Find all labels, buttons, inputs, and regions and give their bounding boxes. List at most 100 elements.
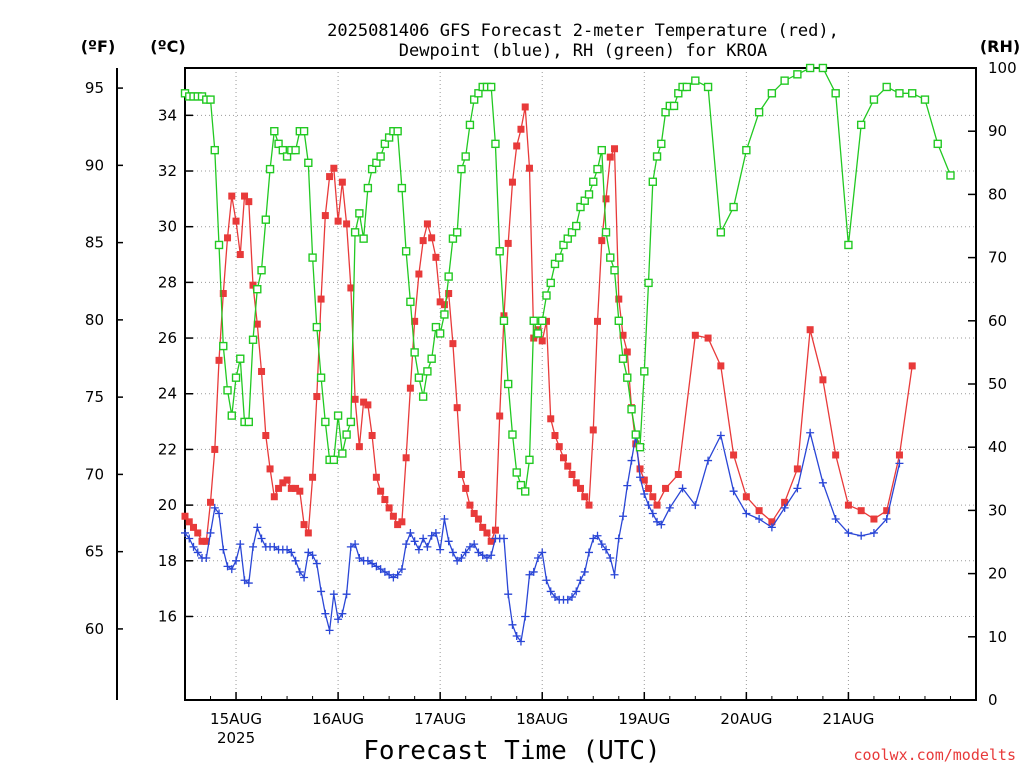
data-point <box>508 430 517 439</box>
data-point <box>440 310 449 319</box>
data-point <box>831 89 840 98</box>
data-point <box>462 484 470 492</box>
data-point <box>244 417 253 427</box>
data-point <box>376 152 385 161</box>
data-point <box>717 362 725 370</box>
data-point <box>581 493 589 501</box>
data-point <box>431 528 440 537</box>
data-point <box>546 587 555 596</box>
data-point <box>602 195 610 203</box>
data-point <box>831 515 840 524</box>
data-point <box>716 228 726 237</box>
data-point <box>703 82 713 92</box>
data-point <box>202 537 210 545</box>
data-point <box>189 542 198 551</box>
data-point <box>448 234 458 243</box>
data-point <box>190 523 198 531</box>
data-point <box>282 152 292 161</box>
data-point <box>321 212 329 220</box>
data-point <box>640 367 649 376</box>
data-point <box>376 565 385 574</box>
data-point <box>223 562 232 571</box>
data-point <box>262 432 270 440</box>
data-point <box>428 234 436 242</box>
data-point <box>644 501 653 510</box>
data-point <box>525 570 534 579</box>
data-point <box>499 316 509 325</box>
x-axis-label: Forecast Time (UTC) <box>363 736 660 766</box>
data-point <box>619 512 628 521</box>
data-point <box>780 503 789 512</box>
celsius-tick-label: 24 <box>158 385 177 403</box>
data-point <box>491 139 500 149</box>
data-point <box>236 354 245 363</box>
data-point <box>380 567 389 576</box>
data-point <box>474 515 482 523</box>
data-point <box>479 523 487 531</box>
data-point <box>895 89 904 98</box>
data-point <box>346 542 355 551</box>
data-point <box>401 247 411 256</box>
celsius-tick-label: 18 <box>158 552 177 570</box>
data-point <box>640 489 649 498</box>
data-point <box>427 531 436 540</box>
data-point <box>806 326 814 334</box>
data-point <box>309 473 317 481</box>
data-point <box>546 278 555 288</box>
data-point <box>372 473 380 481</box>
rh-tick-label: 70 <box>988 249 1007 267</box>
data-point <box>393 570 402 579</box>
data-point <box>729 202 738 212</box>
data-point <box>210 145 219 155</box>
data-point <box>580 196 589 205</box>
data-point <box>593 531 602 540</box>
data-point <box>652 152 662 161</box>
data-point <box>618 354 628 363</box>
data-point <box>236 251 244 259</box>
data-point <box>768 518 776 526</box>
data-point <box>589 534 598 543</box>
data-point <box>619 331 627 339</box>
fahrenheit-tick-label: 95 <box>85 79 104 97</box>
data-point <box>402 540 411 549</box>
data-point <box>594 317 602 325</box>
data-point <box>385 570 394 579</box>
series-temperature <box>181 103 916 545</box>
data-point <box>236 540 245 549</box>
data-point <box>542 576 551 585</box>
rh-axis-label: (RH) <box>980 37 1020 56</box>
data-point <box>755 515 764 524</box>
data-point <box>465 542 474 551</box>
data-point <box>632 440 640 448</box>
data-point <box>661 108 670 117</box>
data-point <box>304 548 313 557</box>
data-point <box>606 554 615 563</box>
data-point <box>228 192 236 200</box>
data-point <box>287 548 296 557</box>
data-point <box>869 528 878 537</box>
data-point <box>402 454 410 462</box>
data-point <box>584 190 594 199</box>
series-dewpoint <box>181 428 904 646</box>
data-point <box>550 592 559 601</box>
data-point <box>363 556 372 565</box>
data-point <box>347 284 355 292</box>
data-point <box>265 164 275 174</box>
time-tick-label: 21AUG <box>822 710 874 728</box>
data-point <box>444 272 453 281</box>
data-point <box>869 95 879 104</box>
data-point <box>946 171 955 180</box>
time-tick-label: 15AUG <box>210 710 262 728</box>
data-point <box>516 480 526 490</box>
data-point <box>538 316 547 325</box>
rh-tick-label: 10 <box>988 628 1007 646</box>
data-point <box>398 518 406 526</box>
data-point <box>470 540 479 549</box>
data-point <box>465 120 475 130</box>
data-point <box>793 70 802 79</box>
data-point <box>533 329 543 338</box>
data-point <box>580 567 589 576</box>
data-point <box>614 534 623 543</box>
data-point <box>601 228 611 237</box>
